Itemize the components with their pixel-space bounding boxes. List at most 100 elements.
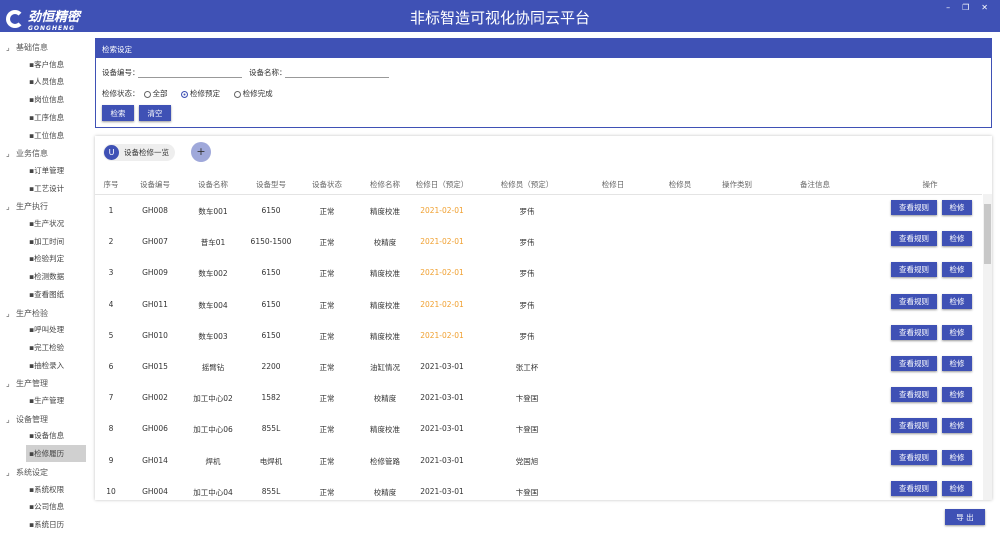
sidebar-item[interactable]: ▪岗位信息: [26, 91, 86, 108]
sidebar-item[interactable]: ▪生产状况: [26, 215, 86, 232]
repair-button[interactable]: 检修: [942, 418, 972, 434]
cell: 2021-03-01: [420, 424, 464, 434]
view-rules-button[interactable]: 查看规则: [891, 387, 937, 403]
device-name-input[interactable]: [285, 66, 389, 78]
view-rules-button[interactable]: 查看规则: [891, 480, 937, 496]
repair-button[interactable]: 检修: [942, 480, 972, 496]
radio-planned[interactable]: 检修预定: [177, 89, 220, 98]
search-button[interactable]: 检索: [102, 105, 134, 121]
menu-item-icon: ▪: [29, 325, 35, 335]
chip-avatar: U: [104, 145, 119, 160]
sidebar-item[interactable]: ▪加工时间: [26, 233, 86, 250]
cell: 加工中心06: [193, 425, 233, 435]
sidebar-item[interactable]: ▪检测数据: [26, 268, 86, 285]
export-button[interactable]: 导 出: [945, 509, 985, 525]
cell: 7: [108, 393, 114, 403]
cell: 6150: [261, 268, 281, 278]
cell: 罗伟: [519, 331, 535, 341]
sidebar-item[interactable]: ▪工艺设计: [26, 180, 86, 197]
status-radio-group: 检修状态： 全部 检修预定 检修完成: [102, 88, 273, 99]
cell: GH009: [142, 268, 168, 278]
device-no-input[interactable]: [138, 66, 242, 78]
cell: 正常: [319, 425, 335, 435]
title-bar: 劲恒精密 GONGHENG 非标智造可视化协同云平台 – ❐ ✕: [0, 0, 1000, 32]
sidebar-item[interactable]: ▪抽检录入: [26, 357, 86, 374]
view-rules-button[interactable]: 查看规则: [891, 418, 937, 434]
radio-done[interactable]: 检修完成: [230, 89, 273, 98]
close-button[interactable]: ✕: [981, 3, 988, 12]
menu-item-icon: ▪: [29, 165, 35, 175]
cell: 9: [108, 455, 114, 465]
sidebar-item[interactable]: ▪系统权限: [26, 481, 86, 498]
list-title-chip: U 设备检修一览: [103, 144, 175, 161]
sidebar-item-label: 加工时间: [34, 236, 65, 246]
sidebar-item[interactable]: ▪设备信息: [26, 427, 86, 444]
sidebar-item[interactable]: ▪公司信息: [26, 498, 86, 515]
sidebar-item-label: 岗位信息: [34, 95, 65, 105]
scrollbar[interactable]: [983, 194, 992, 500]
scrollbar-thumb[interactable]: [984, 204, 991, 264]
add-button[interactable]: +: [191, 142, 211, 162]
sidebar-group[interactable]: ⌟ 生产执行: [6, 201, 48, 212]
cell: 2021-02-01: [420, 206, 464, 215]
clear-button[interactable]: 清空: [139, 105, 171, 121]
cell: 正常: [319, 269, 335, 279]
sidebar-item[interactable]: ▪工位信息: [26, 127, 86, 144]
view-rules-button[interactable]: 查看规则: [891, 449, 937, 465]
table-row: 9 GH014 焊机 电焊机 正常 检修管路 2021-03-01 党国旭 查看规则 检修: [95, 448, 982, 476]
menu-item-icon: ▪: [29, 502, 35, 512]
sidebar-group[interactable]: ⌟ 设备管理: [6, 414, 48, 425]
restore-button[interactable]: ❐: [962, 3, 970, 12]
view-rules-button[interactable]: 查看规则: [891, 356, 937, 371]
repair-button[interactable]: 检修: [942, 293, 972, 309]
view-rules-button[interactable]: 查看规则: [891, 231, 937, 247]
sidebar-item[interactable]: ▪查看图纸: [26, 286, 86, 303]
sidebar-item[interactable]: ▪客户信息: [26, 56, 86, 73]
sidebar-item[interactable]: ▪人员信息: [26, 73, 86, 90]
table-row: 2 GH007 普车01 6150-1500 正常 校精度 2021-02-01 罗伟 查看规则…: [95, 229, 982, 257]
cell: 2200: [261, 362, 281, 371]
cell: GH010: [142, 330, 168, 340]
sidebar-group[interactable]: ⌟ 生产检验: [6, 308, 48, 319]
sidebar-group[interactable]: ⌟ 业务信息: [6, 148, 48, 159]
repair-button[interactable]: 检修: [942, 262, 972, 278]
maintenance-list-card: U 设备检修一览 + 序号 设备编号 设备名称 设备型号 设备状态 检修名称 检修日（预定） 检…: [95, 136, 992, 500]
menu-item-icon: ▪: [29, 219, 35, 228]
view-rules-button[interactable]: 查看规则: [891, 324, 937, 340]
sidebar-item[interactable]: ▪检验判定: [26, 250, 86, 267]
minimize-button[interactable]: –: [946, 3, 951, 12]
cell: 855L: [261, 486, 281, 496]
sidebar-item[interactable]: ▪呼叫处理: [26, 321, 86, 338]
sidebar-item[interactable]: ▪完工检验: [26, 339, 86, 356]
sidebar-item-label: 检修履历: [34, 449, 65, 459]
sidebar-group[interactable]: ⌟ 基础信息: [6, 42, 48, 53]
sidebar-item[interactable]: ▪工序信息: [26, 109, 86, 126]
sidebar-item[interactable]: ▪订单管理: [26, 162, 86, 179]
sidebar-group[interactable]: ⌟ 生产管理: [6, 378, 48, 389]
search-panel-title: 检索设定: [96, 39, 991, 58]
sidebar-item[interactable]: ▪系统日历: [26, 516, 86, 533]
cell: 加工中心04: [193, 487, 233, 497]
sidebar-group[interactable]: ⌟ 系统设定: [6, 467, 48, 478]
repair-button[interactable]: 检修: [942, 387, 972, 403]
repair-button[interactable]: 检修: [942, 324, 972, 340]
logo: 劲恒精密 GONGHENG: [6, 6, 80, 32]
radio-all[interactable]: 全部: [140, 89, 168, 98]
menu-item-icon: ▪: [29, 431, 35, 441]
menu-item-icon: ▪: [29, 519, 35, 529]
repair-button[interactable]: 检修: [942, 200, 972, 215]
column-header: 检修员: [668, 180, 692, 189]
sidebar-item[interactable]: ▪生产管理: [26, 392, 86, 409]
sidebar-item-label: 完工检验: [34, 342, 65, 352]
device-no-label: 设备编号：: [102, 68, 140, 77]
view-rules-button[interactable]: 查看规则: [891, 293, 937, 309]
collapse-icon: ⌟: [6, 467, 10, 477]
repair-button[interactable]: 检修: [942, 449, 972, 465]
repair-button[interactable]: 检修: [942, 231, 972, 247]
collapse-icon: ⌟: [6, 202, 10, 212]
view-rules-button[interactable]: 查看规则: [891, 262, 937, 278]
repair-button[interactable]: 检修: [942, 356, 972, 371]
view-rules-button[interactable]: 查看规则: [891, 200, 937, 215]
sidebar-item-label: 检验判定: [34, 254, 65, 264]
sidebar-item[interactable]: ▪检修履历: [26, 445, 86, 463]
